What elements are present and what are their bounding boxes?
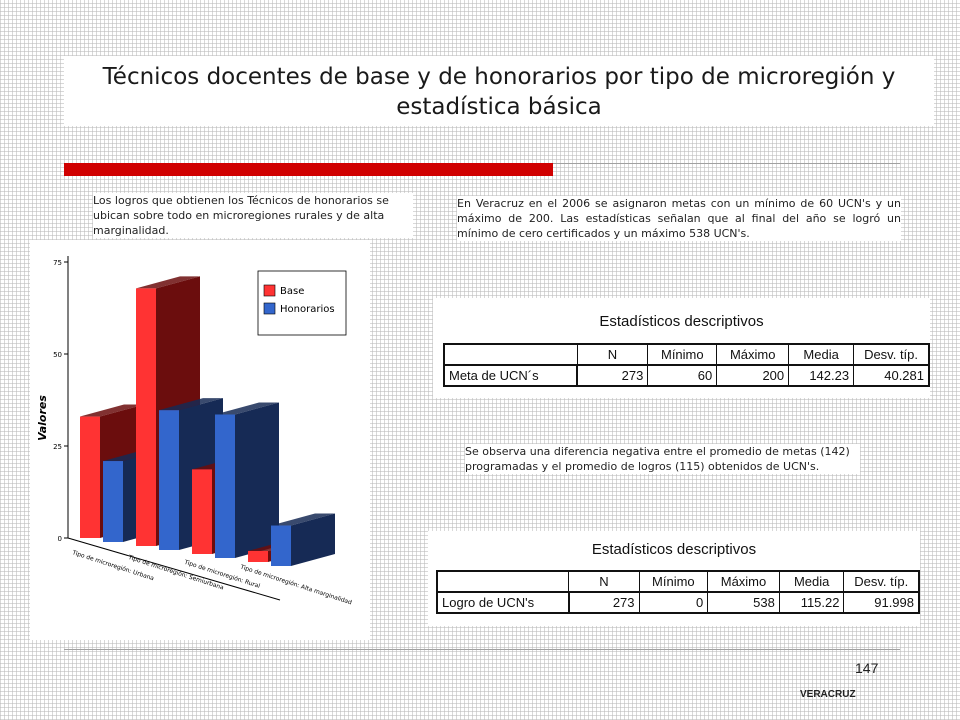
table1-header-min: Mínimo: [647, 343, 718, 366]
table1-header-n: N: [576, 343, 649, 366]
legend-label-0: Base: [280, 286, 304, 297]
page-number: 147: [855, 660, 879, 676]
bar-top-0-0: [80, 404, 144, 417]
stats-table-2: N Mínimo Máximo Media Desv. típ. Logro d…: [436, 570, 920, 614]
legend-swatch-0: [263, 284, 276, 297]
table2-row-label: Logro de UCN's: [436, 591, 570, 614]
bar-1-3: [271, 525, 291, 566]
table1-header-max: Máximo: [716, 343, 790, 366]
y-tick-label-2: 50: [53, 351, 62, 359]
table2-header-max: Máximo: [707, 570, 780, 593]
y-axis-label: Valores: [36, 395, 49, 441]
y-tick-label-0: 0: [58, 535, 62, 543]
table2-value-min: 0: [638, 591, 709, 614]
table1-value-max: 200: [716, 364, 790, 387]
y-tick-label-3: 75: [53, 259, 62, 267]
table2-header-min: Mínimo: [638, 570, 709, 593]
bar-top-1-3: [271, 513, 335, 526]
table1-value-mean: 142.23: [788, 364, 855, 387]
table2-value-max: 538: [707, 591, 780, 614]
table1-corner: [444, 344, 578, 366]
bar-top-1-2: [215, 402, 279, 415]
table1-row-label: Meta de UCN´s: [443, 364, 579, 387]
table2-header-mean: Media: [778, 570, 845, 593]
bar-chart-svg: Valores 0 25 50 75 Tipo de microregión: Urba…: [36, 256, 353, 606]
stats-table-1: N Mínimo Máximo Media Desv. típ. Meta de…: [443, 343, 930, 387]
bar-side-1-3: [291, 513, 335, 566]
table2-value-sd: 91.998: [843, 591, 920, 614]
bar-chart: Valores 0 25 50 75 Tipo de microregión: Urba…: [30, 240, 370, 640]
bar-1-2: [215, 414, 235, 558]
text-left: Los logros que obtienen los Técnicos de …: [93, 193, 413, 238]
x-axis-line: [67, 537, 281, 601]
table1-value-sd: 40.281: [853, 364, 930, 387]
bar-0-1: [136, 288, 156, 546]
table2-value-n: 273: [568, 591, 640, 614]
text-right-top: En Veracruz en el 2006 se asignaron meta…: [457, 196, 901, 241]
legend-swatch-1: [263, 302, 276, 315]
text-right-mid: Se observa una diferencia negativa entre…: [465, 444, 860, 474]
table1-header-sd: Desv. típ.: [853, 343, 930, 366]
bar-1-1: [159, 410, 179, 550]
footer-label: VERACRUZ: [800, 689, 856, 700]
table2-corner: [437, 571, 570, 593]
table2-value-mean: 115.22: [778, 591, 845, 614]
table1-value-min: 60: [647, 364, 718, 387]
bar-0-3: [248, 550, 268, 562]
bar-side-1-2: [235, 402, 279, 558]
table1-value-n: 273: [576, 364, 649, 387]
page-title: Técnicos docentes de base y de honorario…: [64, 56, 934, 126]
accent-bar: [64, 163, 553, 176]
table2-header-n: N: [568, 570, 640, 593]
table2-header-sd: Desv. típ.: [843, 570, 920, 593]
x-tick-label-0: Tipo de microregión: Urbana: [70, 549, 155, 582]
legend-label-1: Honorarios: [280, 304, 335, 315]
bottom-divider: [64, 649, 900, 650]
table1-header-mean: Media: [788, 343, 855, 366]
bar-top-0-1: [136, 276, 200, 289]
bar-0-0: [80, 416, 100, 538]
table2-title: Estadísticos descriptivos: [591, 541, 757, 558]
bar-1-0: [103, 461, 123, 542]
bar-0-2: [192, 469, 212, 554]
table1-title: Estadísticos descriptivos: [599, 313, 764, 330]
top-divider: [553, 163, 900, 164]
y-tick-label-1: 25: [53, 443, 62, 451]
stats-panel-2: Estadísticos descriptivos N Mínimo Máxim…: [428, 531, 920, 626]
bar-top-1-1: [159, 398, 223, 411]
stats-panel-1: Estadísticos descriptivos N Mínimo Máxim…: [433, 298, 930, 398]
